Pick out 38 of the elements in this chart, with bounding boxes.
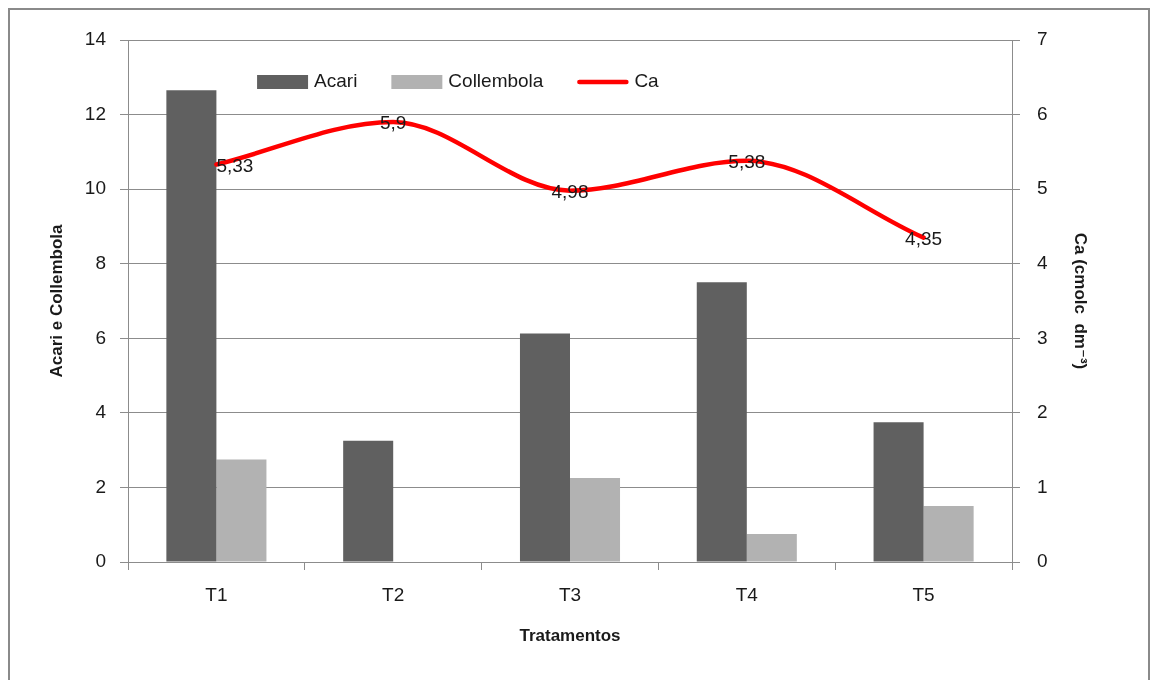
x-tick-label: T5 <box>912 583 935 605</box>
x-tick-label: T4 <box>735 583 759 605</box>
bar <box>216 459 267 562</box>
bar <box>343 440 394 562</box>
bar <box>570 478 621 562</box>
y2-tick-label: 1 <box>1037 475 1048 497</box>
bar <box>696 282 747 562</box>
y-tick-label: 10 <box>84 177 106 199</box>
data-label: 4,35 <box>905 227 943 249</box>
x-axis-title: Tratamentos <box>519 626 621 646</box>
bar <box>923 506 974 562</box>
bar <box>166 90 217 562</box>
x-tick-label: T3 <box>558 583 582 605</box>
y2-tick-label: 7 <box>1037 28 1048 50</box>
x-tick-label: T2 <box>382 583 405 605</box>
y2-tick-label: 5 <box>1037 177 1048 199</box>
y-tick-label: 14 <box>84 28 107 50</box>
legend-label: Acari <box>314 70 358 92</box>
y2-tick-label: 0 <box>1037 550 1048 572</box>
y-tick-label: 12 <box>84 102 106 124</box>
y2-tick-label: 4 <box>1037 251 1048 273</box>
bar <box>873 422 924 562</box>
data-label: 5,33 <box>216 154 254 176</box>
legend-label: Collembola <box>448 70 544 92</box>
y2-tick-label: 3 <box>1037 326 1048 348</box>
y2-tick-label: 2 <box>1037 401 1048 423</box>
y-tick-label: 4 <box>95 401 107 423</box>
bar <box>746 534 797 562</box>
y-tick-label: 0 <box>95 550 106 572</box>
y-tick-label: 6 <box>95 326 106 348</box>
y-axis-title: Acari e Collembola <box>46 223 66 378</box>
x-tick-label: T1 <box>205 583 228 605</box>
y2-tick-label: 6 <box>1037 102 1048 124</box>
y-tick-label: 8 <box>95 251 106 273</box>
legend-label: Ca <box>634 70 660 92</box>
y2-axis-title: Ca (cmolc dm⁻³) <box>1071 232 1091 370</box>
bar <box>519 333 570 562</box>
y-tick-label: 2 <box>95 475 106 497</box>
